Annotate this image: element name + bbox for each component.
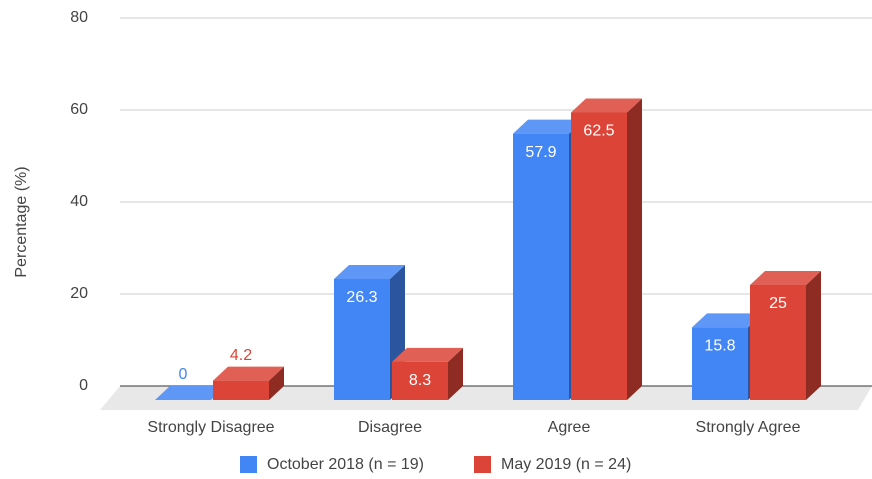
bar-front [692, 327, 748, 400]
bar-top [750, 271, 821, 285]
data-label: 0 [179, 366, 188, 383]
y-tick-label: 0 [79, 377, 88, 394]
data-label: 15.8 [704, 338, 735, 355]
legend-label: May 2019 (n = 24) [501, 456, 631, 473]
bar-side [806, 271, 821, 400]
bar [155, 386, 226, 400]
bar-top [513, 119, 584, 134]
y-tick-label: 40 [70, 193, 88, 210]
legend-swatch [240, 456, 257, 473]
legend-label: October 2018 (n = 19) [267, 456, 424, 473]
bar-front [571, 112, 627, 400]
legend-swatch [474, 456, 491, 473]
data-label: 57.9 [525, 144, 556, 161]
bar-front [334, 279, 390, 400]
bar [213, 366, 284, 400]
data-label: 8.3 [409, 372, 431, 389]
bar [392, 347, 463, 400]
y-tick-label: 60 [70, 101, 88, 118]
data-label: 62.5 [583, 123, 614, 140]
bar-front [513, 133, 569, 400]
bar-front [392, 361, 448, 400]
y-tick-label: 20 [70, 285, 88, 302]
bar-top [571, 98, 642, 113]
data-label: 4.2 [230, 347, 252, 364]
bar-top [213, 366, 284, 381]
bar-top [392, 347, 463, 362]
x-tick-label: Disagree [358, 419, 422, 436]
floor [100, 386, 872, 410]
bar-top [334, 265, 405, 280]
bar [750, 271, 821, 400]
x-tick-label: Strongly Agree [696, 419, 801, 436]
data-label: 26.3 [346, 289, 377, 306]
y-tick-label: 80 [70, 9, 88, 26]
y-axis-label: Percentage (%) [13, 166, 30, 277]
bar-top [155, 386, 226, 400]
x-tick-label: Agree [548, 419, 591, 436]
bar [571, 98, 642, 400]
bar-side [269, 366, 284, 400]
bar-side [627, 98, 642, 400]
bar-front [750, 285, 806, 400]
data-label: 25 [769, 295, 787, 312]
x-tick-label: Strongly Disagree [147, 419, 274, 436]
bar-top [692, 313, 763, 328]
bar-side [448, 347, 463, 400]
bar-front [213, 380, 269, 400]
